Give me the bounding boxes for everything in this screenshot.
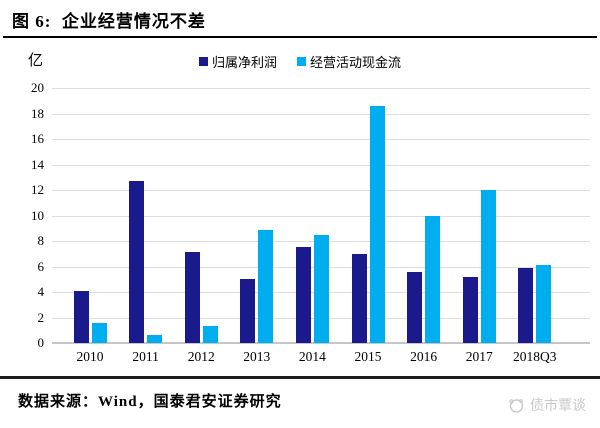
gridline [52,139,590,140]
bar-2012-s0 [184,252,200,343]
legend-item-operating-cashflow: 经营活动现金流 [297,52,401,71]
x-tick-label: 2017 [465,349,493,364]
watermark-logo-icon [509,398,524,413]
gridline [52,88,590,89]
x-tick-label: 2012 [187,349,215,364]
legend-label: 归属净利润 [211,55,277,70]
bar-2018Q3-s1 [536,265,552,343]
bar-2017-s0 [462,276,478,343]
y-tick-label: 18 [31,105,44,121]
title-divider [3,36,597,38]
net-profit-swatch-icon [198,57,208,66]
bar-2016-s1 [425,215,441,343]
watermark-text: 债市覃谈 [530,399,586,414]
bar-2013-s1 [258,229,274,343]
footer-divider [0,376,600,379]
gridline [52,113,590,115]
x-tick-label: 2015 [354,349,382,364]
y-tick-label: 0 [37,335,45,350]
bar-2012-s1 [202,326,218,343]
operating-cashflow-swatch-icon [297,57,306,66]
chart-legend: 归属净利润 经营活动现金流 [0,52,600,71]
figure-title: 图 6: 企业经营情况不差 [12,12,206,31]
legend-label: 经营活动现金流 [310,55,402,70]
x-tick-label: 2016 [410,349,438,364]
bar-2015-s1 [369,105,385,343]
y-axis-unit-label: 亿 [28,53,44,69]
x-tick-label: 2014 [298,349,326,364]
bar-2010-s0 [73,290,89,343]
bar-2017-s1 [480,190,496,343]
y-tick-label: 20 [31,80,44,95]
bar-2014-s0 [295,247,311,343]
y-tick-label: 10 [31,207,44,223]
gridline [52,215,590,217]
bar-2014-s1 [313,234,329,343]
x-tick-label: 2018Q3 [513,349,557,364]
y-tick-label: 16 [31,131,44,146]
gridline [52,190,590,191]
bar-2013-s0 [240,279,256,343]
y-tick-label: 12 [31,182,44,197]
bar-2018Q3-s0 [518,267,534,343]
y-tick-label: 2 [37,309,45,325]
gridline [52,164,590,166]
y-tick-label: 4 [37,284,45,299]
bar-2016-s0 [407,271,423,343]
x-axis: 2010 2011 2012 2013 2014 2015 2016 2017 2018Q3 [0,349,600,367]
y-tick-label: 14 [31,156,44,172]
y-tick-label: 8 [37,233,45,248]
watermark: 债市覃谈 [508,395,586,415]
y-axis: 0 2 4 6 8 10 12 14 16 18 20 [0,81,48,349]
bar-2011-s1 [147,335,163,343]
x-tick-label: 2011 [132,349,159,364]
data-source-note: 数据来源：Wind，国泰君安证券研究 [18,394,282,410]
bar-2015-s0 [351,253,367,343]
x-tick-label: 2013 [243,349,271,364]
plot-area [52,88,590,344]
bar-2011-s0 [129,181,145,343]
x-tick-label: 2010 [76,349,104,364]
x-axis-line [52,342,590,344]
y-tick-label: 6 [37,258,45,274]
legend-item-net-profit: 归属净利润 [198,52,277,71]
bar-2010-s1 [91,322,107,343]
